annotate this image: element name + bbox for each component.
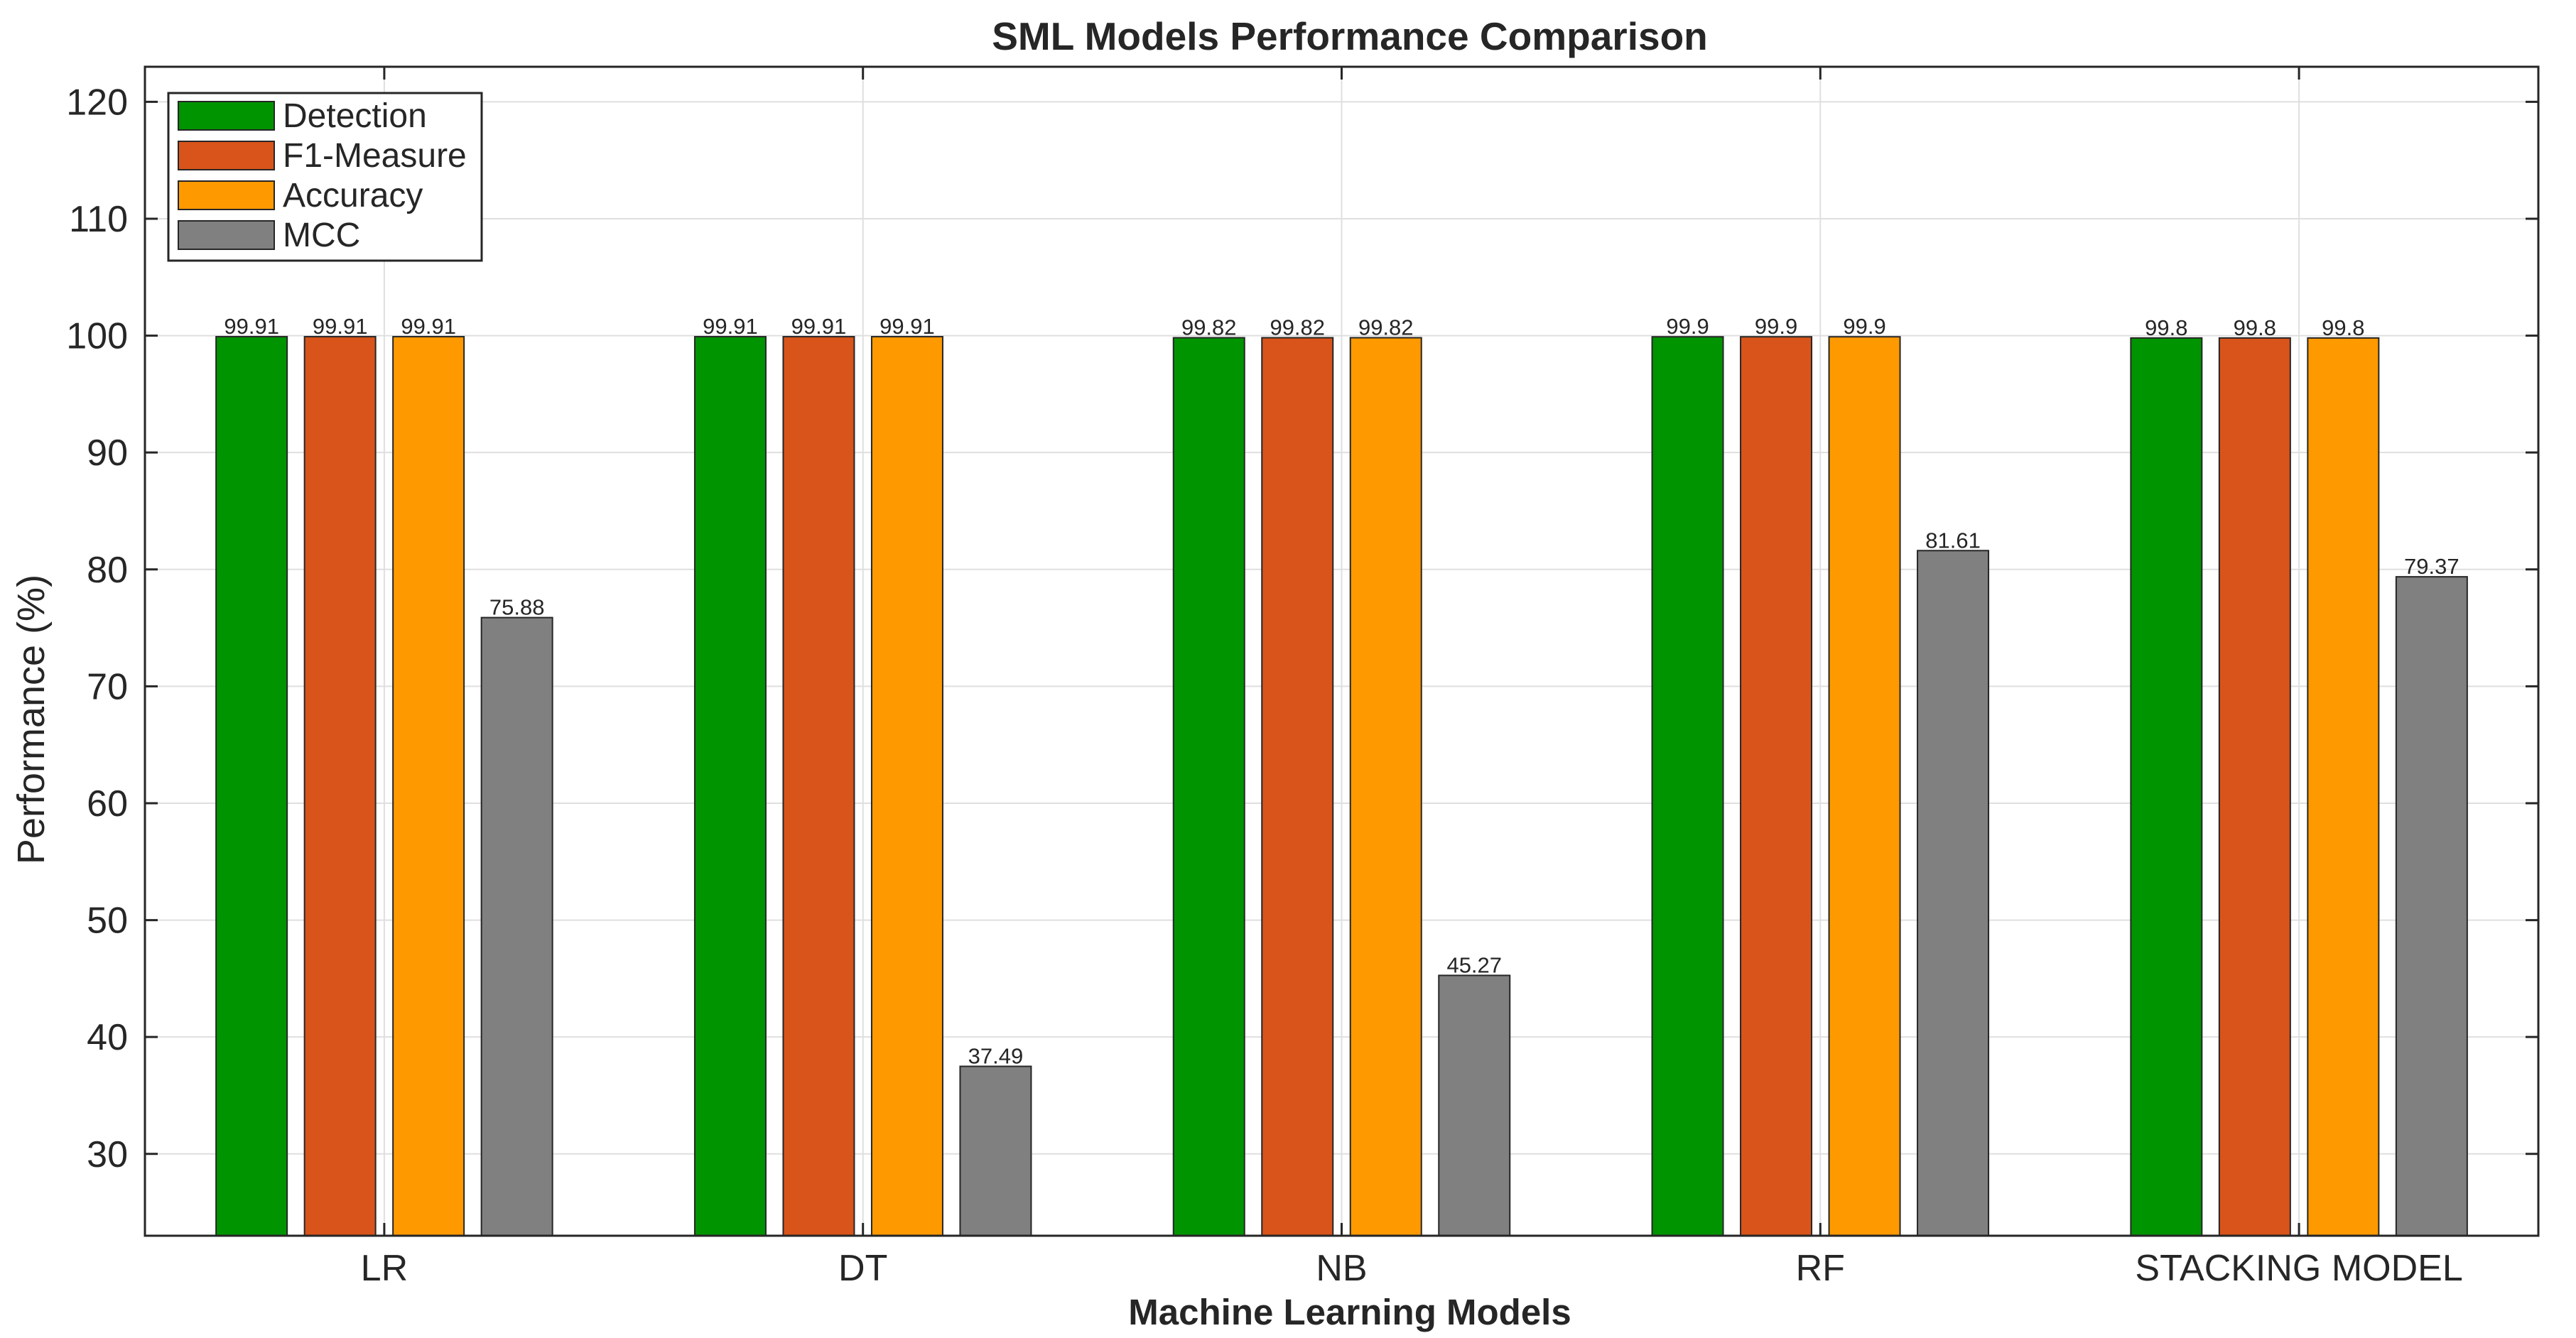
bar-f1-measure-lr bbox=[303, 336, 377, 1236]
legend-swatch-f1-measure bbox=[178, 141, 275, 170]
bar-mcc-dt bbox=[959, 1065, 1032, 1237]
data-label: 99.91 bbox=[880, 314, 935, 339]
data-label: 99.9 bbox=[1666, 314, 1709, 339]
data-label: 99.91 bbox=[401, 314, 456, 339]
data-label: 99.91 bbox=[313, 314, 368, 339]
data-label: 79.37 bbox=[2404, 554, 2459, 579]
bar-detection-lr bbox=[215, 336, 288, 1236]
legend-label: F1-Measure bbox=[283, 137, 467, 175]
bar-accuracy-stacking-model bbox=[2307, 337, 2380, 1237]
data-label: 81.61 bbox=[1925, 528, 1981, 553]
data-label: 99.91 bbox=[224, 314, 279, 339]
data-label: 99.82 bbox=[1358, 315, 1414, 340]
bar-f1-measure-rf bbox=[1740, 336, 1813, 1237]
legend-swatch-detection bbox=[178, 101, 275, 131]
bar-accuracy-nb bbox=[1349, 337, 1422, 1236]
data-label: 37.49 bbox=[968, 1043, 1024, 1068]
x-tick-label: RF bbox=[1796, 1248, 1845, 1289]
x-axis-title: Machine Learning Models bbox=[1128, 1292, 1571, 1332]
y-tick-label: 80 bbox=[87, 550, 128, 591]
legend-label: Accuracy bbox=[283, 177, 423, 214]
data-label: 45.27 bbox=[1446, 952, 1502, 977]
data-label: 99.8 bbox=[2322, 315, 2364, 340]
chart-title: SML Models Performance Comparison bbox=[992, 14, 1708, 58]
bar-mcc-stacking-model bbox=[2395, 576, 2468, 1236]
bar-f1-measure-nb bbox=[1261, 337, 1334, 1236]
y-tick-label: 90 bbox=[87, 433, 128, 474]
y-tick-label: 70 bbox=[87, 666, 128, 707]
x-tick-label: NB bbox=[1316, 1248, 1367, 1289]
data-label: 99.82 bbox=[1181, 315, 1237, 340]
data-label: 99.82 bbox=[1270, 315, 1325, 340]
y-tick-label: 100 bbox=[66, 316, 128, 357]
y-axis-title: Performance (%) bbox=[10, 575, 53, 864]
data-label: 99.9 bbox=[1755, 314, 1797, 339]
bar-f1-measure-stacking-model bbox=[2218, 337, 2291, 1237]
bars bbox=[215, 336, 2468, 1237]
x-tick-label: STACKING MODEL bbox=[2135, 1248, 2462, 1289]
data-label: 99.8 bbox=[2145, 315, 2187, 340]
bar-mcc-rf bbox=[1917, 550, 1990, 1236]
legend-swatch-accuracy bbox=[178, 180, 275, 210]
bar-detection-stacking-model bbox=[2130, 337, 2203, 1237]
legend-label: Detection bbox=[283, 97, 427, 135]
data-label: 99.9 bbox=[1843, 314, 1885, 339]
data-label: 99.91 bbox=[791, 314, 847, 339]
y-tick-label: 30 bbox=[87, 1134, 128, 1175]
bar-accuracy-lr bbox=[392, 336, 465, 1236]
bar-detection-rf bbox=[1651, 336, 1724, 1237]
legend-swatch-mcc bbox=[178, 220, 275, 250]
y-tick-label: 40 bbox=[87, 1017, 128, 1058]
bar-accuracy-dt bbox=[870, 336, 943, 1236]
x-tick-label: LR bbox=[361, 1248, 408, 1289]
data-label: 99.91 bbox=[703, 314, 758, 339]
axes: 30 40 50 60 70 80 90 100 110 120 LR DT NB RF STACKING … bbox=[66, 65, 2540, 1289]
bar-f1-measure-dt bbox=[782, 336, 855, 1236]
x-tick-label: DT bbox=[838, 1248, 887, 1289]
legend-label: MCC bbox=[283, 217, 360, 254]
bar-detection-dt bbox=[693, 336, 767, 1236]
bar-mcc-lr bbox=[480, 616, 553, 1236]
bar-accuracy-rf bbox=[1828, 336, 1901, 1237]
y-tick-label: 120 bbox=[66, 82, 128, 123]
bar-mcc-nb bbox=[1438, 974, 1511, 1236]
data-labels: 99.91 99.91 99.82 99.9 99.8 99.91 99.91 99.82 99… bbox=[224, 314, 2459, 1068]
data-label: 75.88 bbox=[489, 595, 545, 620]
bar-detection-nb bbox=[1172, 337, 1245, 1236]
y-tick-label: 110 bbox=[69, 199, 128, 240]
y-tick-label: 50 bbox=[87, 901, 128, 942]
data-label: 99.8 bbox=[2234, 315, 2276, 340]
y-tick-label: 60 bbox=[87, 783, 128, 825]
